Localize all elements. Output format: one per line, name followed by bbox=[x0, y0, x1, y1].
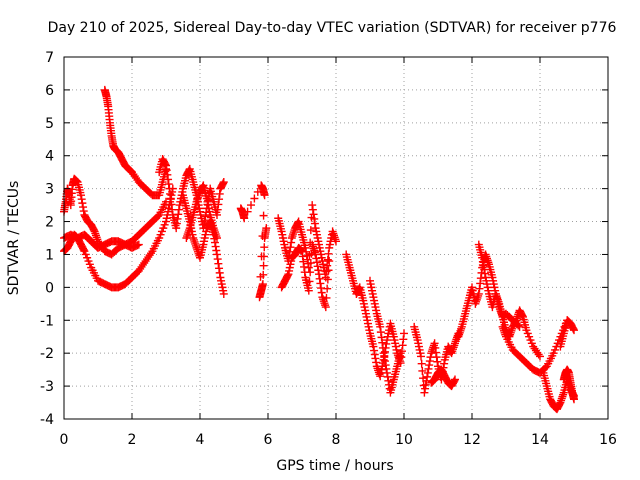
y-tick-label: -4 bbox=[40, 412, 54, 428]
x-tick-label: 14 bbox=[531, 432, 549, 448]
data-point bbox=[250, 194, 259, 203]
x-tick-label: 8 bbox=[332, 432, 341, 448]
y-tick-label: 1 bbox=[45, 247, 54, 263]
data-point bbox=[260, 243, 269, 252]
series-track-l bbox=[366, 276, 405, 397]
data-point bbox=[262, 224, 271, 233]
series-track-d bbox=[100, 85, 170, 200]
data-point bbox=[306, 268, 315, 277]
data-point bbox=[570, 395, 578, 404]
data-point bbox=[134, 240, 143, 249]
data-point bbox=[536, 352, 544, 361]
series-track-s bbox=[559, 365, 578, 404]
data-point bbox=[259, 261, 268, 270]
series-track-g bbox=[182, 181, 221, 242]
chart-title: Day 210 of 2025, Sidereal Day-to-day VTE… bbox=[48, 20, 617, 36]
data-point bbox=[259, 252, 268, 261]
data-point bbox=[240, 214, 249, 223]
y-tick-label: 3 bbox=[45, 182, 54, 198]
y-tick-label: 7 bbox=[45, 50, 54, 66]
y-tick-label: 5 bbox=[45, 116, 54, 132]
data-point bbox=[162, 197, 170, 206]
x-tick-label: 16 bbox=[599, 432, 617, 448]
x-tick-label: 6 bbox=[264, 432, 273, 448]
series-track-k bbox=[342, 250, 408, 381]
y-tick-label: -1 bbox=[40, 313, 54, 329]
y-axis-title: SDTVAR / TECUs bbox=[6, 181, 22, 296]
data-point bbox=[332, 237, 340, 246]
data-point bbox=[321, 303, 330, 312]
data-point bbox=[323, 284, 332, 293]
data-point bbox=[325, 257, 334, 266]
x-tick-label: 4 bbox=[196, 432, 205, 448]
data-point bbox=[418, 366, 427, 375]
data-point bbox=[304, 286, 313, 295]
data-point bbox=[417, 352, 425, 361]
y-tick-label: 6 bbox=[45, 83, 54, 99]
x-axis-title: GPS time / hours bbox=[276, 458, 393, 474]
y-tick-label: 0 bbox=[45, 280, 54, 296]
x-tick-label: 12 bbox=[463, 432, 481, 448]
y-tick-label: -2 bbox=[40, 346, 54, 362]
data-point bbox=[247, 201, 255, 210]
data-point bbox=[324, 266, 333, 275]
data-point bbox=[400, 329, 408, 338]
y-tick-label: 2 bbox=[45, 215, 54, 231]
data-point bbox=[219, 178, 228, 187]
data-point bbox=[306, 226, 315, 235]
series-track-h bbox=[236, 181, 271, 302]
data-point bbox=[396, 349, 405, 358]
series-track-c bbox=[60, 230, 143, 252]
data-points bbox=[60, 85, 578, 414]
data-point bbox=[258, 280, 267, 289]
data-point bbox=[323, 275, 332, 284]
data-point bbox=[417, 359, 426, 368]
data-point bbox=[322, 293, 331, 302]
data-point bbox=[451, 375, 459, 384]
data-point bbox=[259, 211, 268, 220]
series-track-i bbox=[274, 201, 340, 282]
y-tick-label: 4 bbox=[45, 149, 54, 165]
series-track-p bbox=[474, 240, 544, 361]
series-track-n bbox=[427, 365, 459, 391]
data-point bbox=[243, 207, 252, 216]
data-point bbox=[260, 191, 269, 200]
y-tick-label: -3 bbox=[40, 379, 54, 395]
data-point bbox=[219, 289, 228, 298]
data-point bbox=[259, 270, 268, 279]
series-track-t bbox=[556, 316, 578, 351]
data-point bbox=[213, 234, 221, 242]
series-track-j bbox=[277, 240, 334, 312]
data-point bbox=[305, 277, 314, 286]
x-tick-label: 10 bbox=[395, 432, 413, 448]
x-tick-label: 0 bbox=[60, 432, 69, 448]
x-tick-label: 2 bbox=[128, 432, 137, 448]
data-point bbox=[570, 326, 578, 335]
